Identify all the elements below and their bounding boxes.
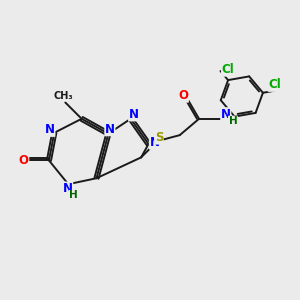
Text: N: N <box>129 108 139 121</box>
Text: Cl: Cl <box>268 78 281 91</box>
Text: O: O <box>178 89 188 102</box>
Text: S: S <box>155 131 163 144</box>
Text: H: H <box>69 190 78 200</box>
Text: N: N <box>221 108 231 121</box>
Text: CH₃: CH₃ <box>54 91 74 101</box>
Text: Cl: Cl <box>222 63 234 76</box>
Text: H: H <box>229 116 237 126</box>
Text: N: N <box>105 123 115 136</box>
Text: O: O <box>18 154 28 167</box>
Text: N: N <box>45 123 55 136</box>
Text: N: N <box>63 182 73 195</box>
Text: N: N <box>149 136 160 149</box>
